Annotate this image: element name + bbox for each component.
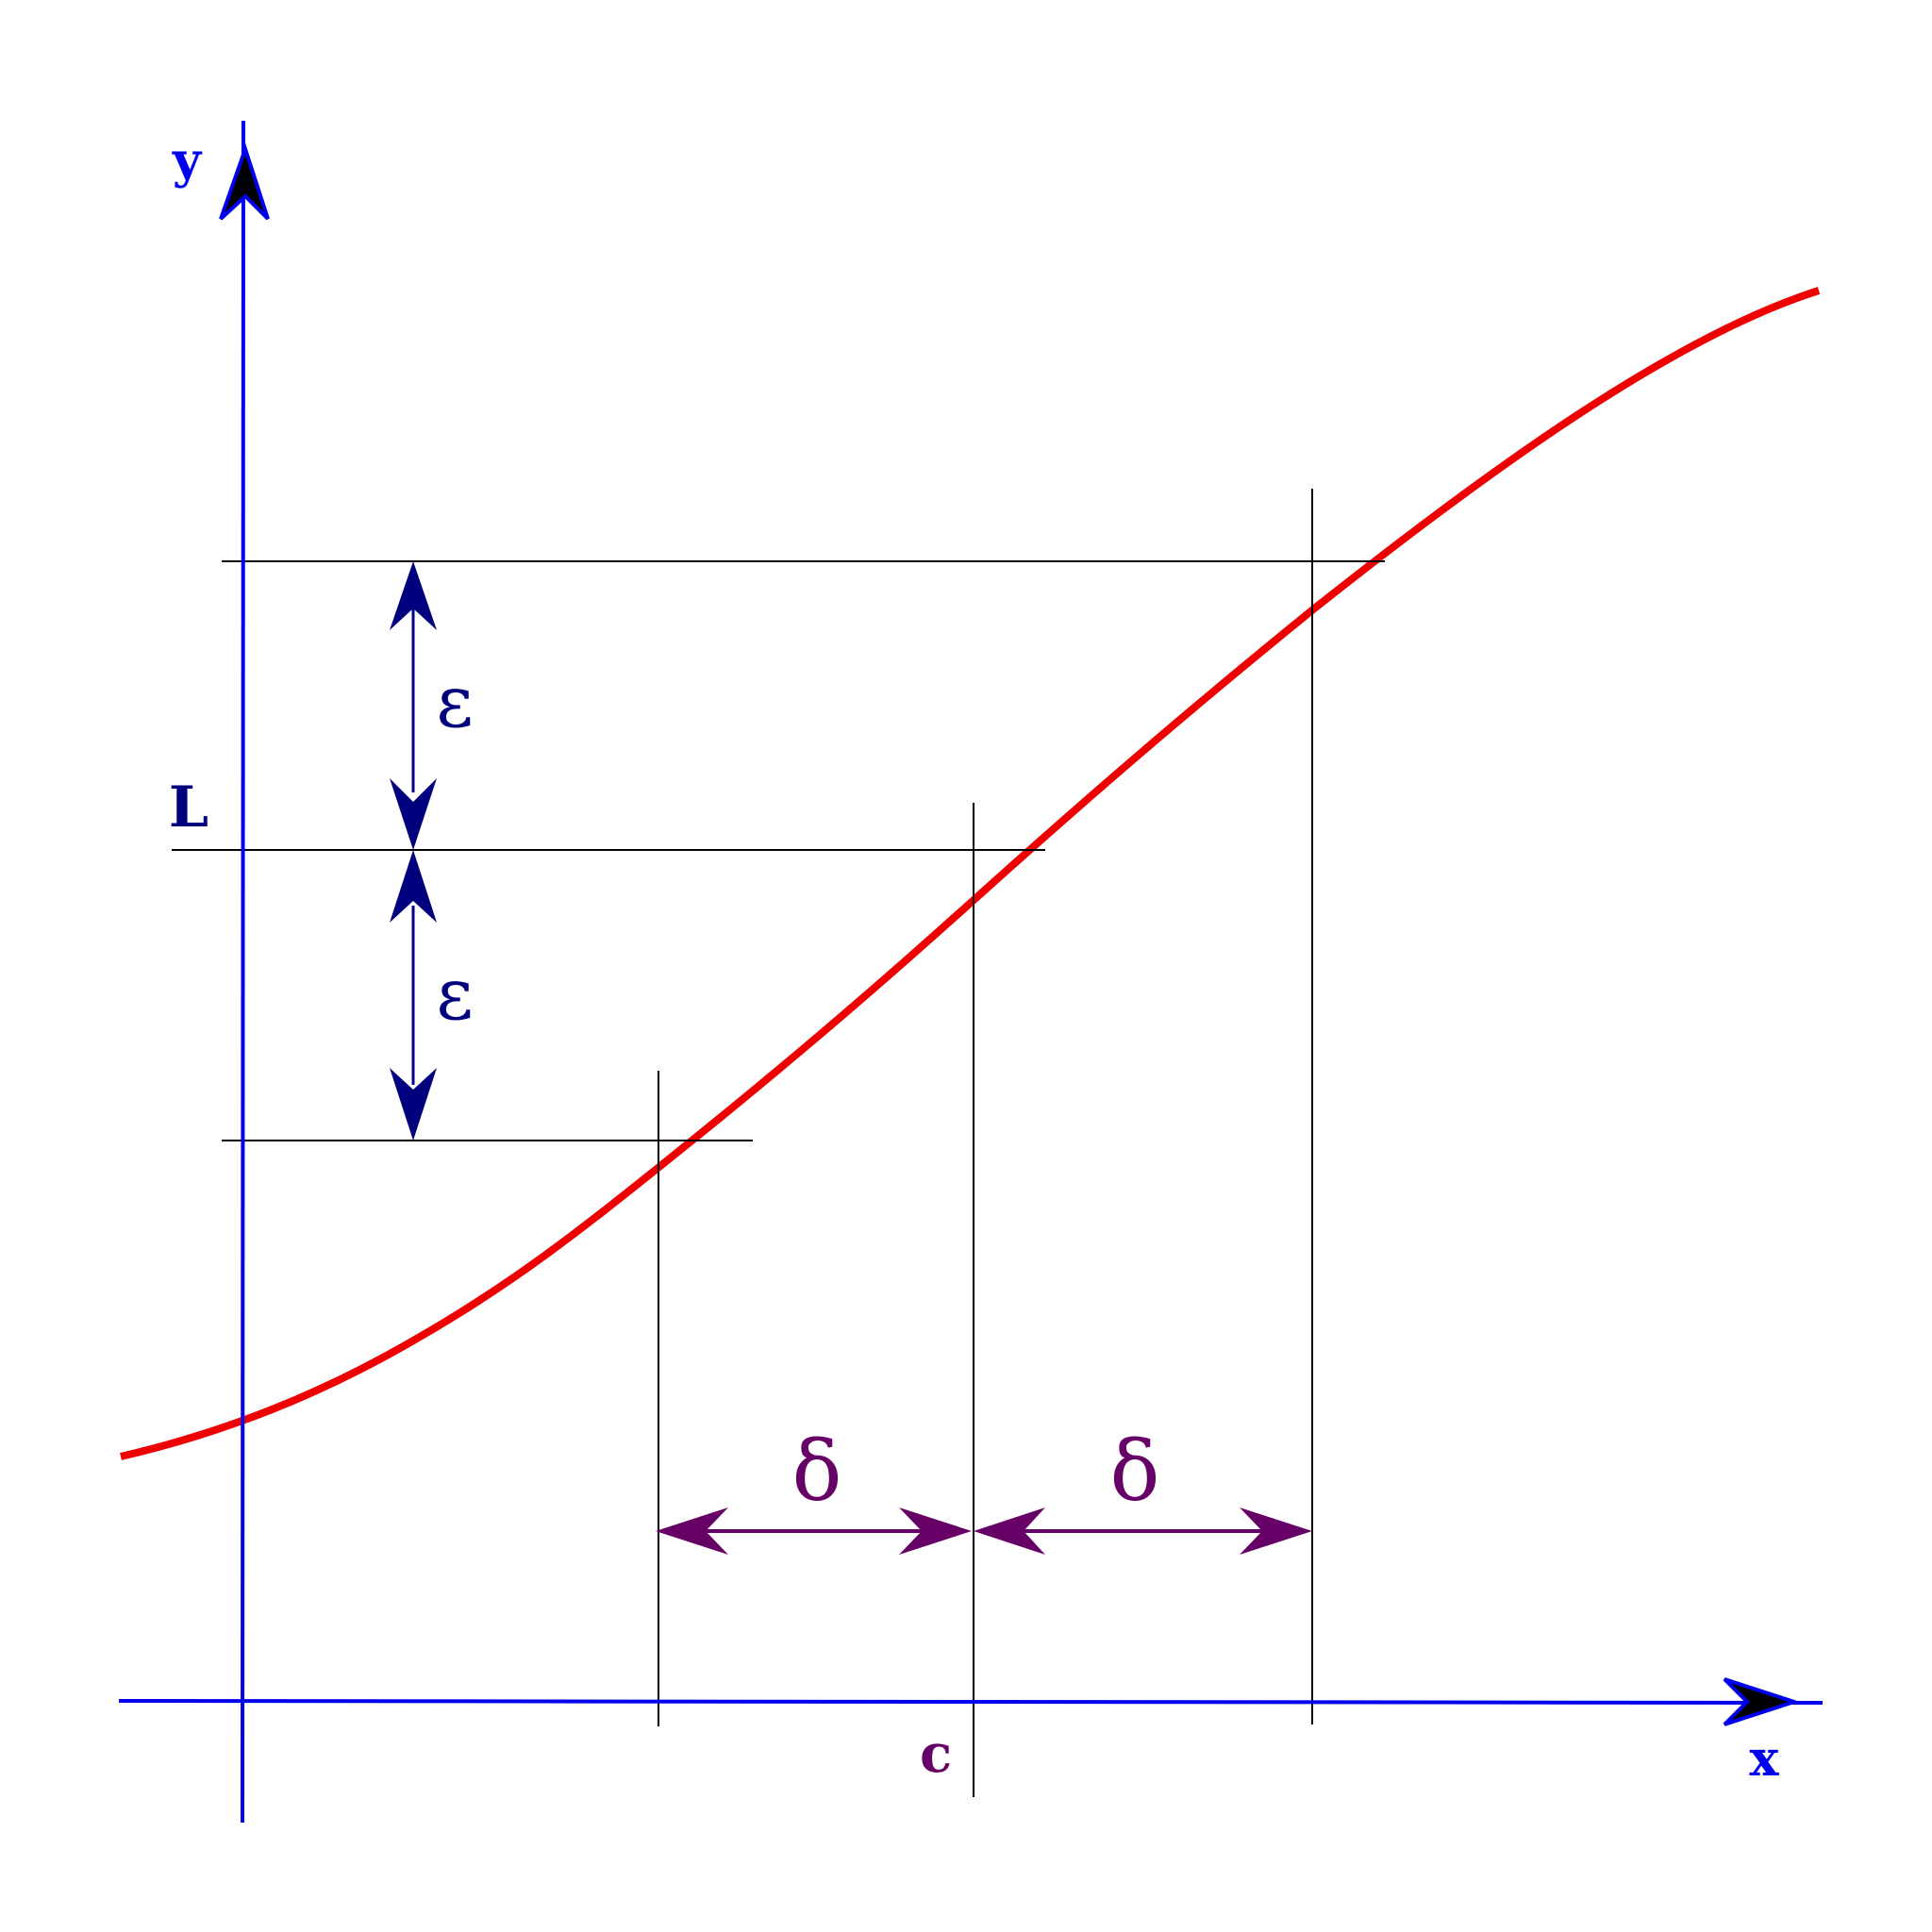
y-axis-label: y (172, 132, 203, 190)
point-c-label: c (920, 1723, 952, 1785)
delta-right-arrow (974, 1507, 1312, 1555)
epsilon-lower-label: ε (436, 952, 473, 1036)
x-axis (118, 1699, 1824, 1705)
y-axis (241, 120, 245, 1824)
epsilon-upper-arrow (390, 561, 437, 850)
arrowhead-up-icon (219, 142, 270, 221)
arrowhead-right-icon (1723, 1677, 1801, 1726)
epsilon-lower-arrow (390, 850, 437, 1141)
function-curve (120, 287, 1821, 1460)
limit-label: L (169, 774, 208, 841)
x-axis-label: x (1749, 1730, 1779, 1788)
epsilon-upper-label: ε (436, 659, 473, 743)
delta-left-label: δ (792, 1423, 842, 1520)
delta-right-label: δ (1110, 1423, 1160, 1520)
delta-left-arrow (656, 1507, 972, 1555)
